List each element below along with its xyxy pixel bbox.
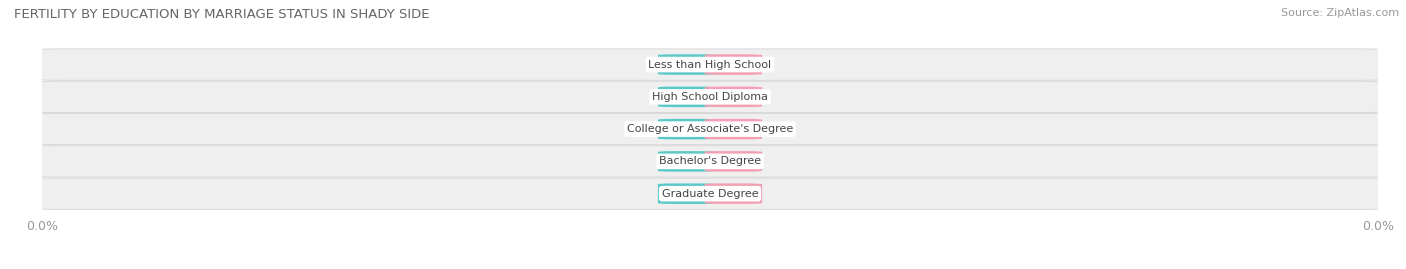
Text: College or Associate's Degree: College or Associate's Degree <box>627 124 793 134</box>
Text: 0.0%: 0.0% <box>672 156 702 167</box>
FancyBboxPatch shape <box>658 151 716 172</box>
FancyBboxPatch shape <box>704 151 762 172</box>
FancyBboxPatch shape <box>658 183 716 204</box>
FancyBboxPatch shape <box>704 54 762 75</box>
Text: Source: ZipAtlas.com: Source: ZipAtlas.com <box>1281 8 1399 18</box>
Text: FERTILITY BY EDUCATION BY MARRIAGE STATUS IN SHADY SIDE: FERTILITY BY EDUCATION BY MARRIAGE STATU… <box>14 8 430 21</box>
Text: 0.0%: 0.0% <box>672 59 702 70</box>
FancyBboxPatch shape <box>658 119 716 139</box>
FancyBboxPatch shape <box>32 178 1388 209</box>
FancyBboxPatch shape <box>32 49 1388 80</box>
Text: 0.0%: 0.0% <box>718 124 748 134</box>
Text: 0.0%: 0.0% <box>672 124 702 134</box>
FancyBboxPatch shape <box>658 87 716 107</box>
Text: Graduate Degree: Graduate Degree <box>662 189 758 199</box>
Text: Less than High School: Less than High School <box>648 59 772 70</box>
FancyBboxPatch shape <box>658 54 716 75</box>
FancyBboxPatch shape <box>32 81 1388 112</box>
FancyBboxPatch shape <box>704 119 762 139</box>
Text: High School Diploma: High School Diploma <box>652 92 768 102</box>
Text: Bachelor's Degree: Bachelor's Degree <box>659 156 761 167</box>
Text: 0.0%: 0.0% <box>718 189 748 199</box>
Legend: Married, Unmarried: Married, Unmarried <box>620 264 800 269</box>
Text: 0.0%: 0.0% <box>718 156 748 167</box>
Text: 0.0%: 0.0% <box>672 92 702 102</box>
FancyBboxPatch shape <box>32 114 1388 145</box>
FancyBboxPatch shape <box>32 146 1388 177</box>
FancyBboxPatch shape <box>704 87 762 107</box>
Text: 0.0%: 0.0% <box>672 189 702 199</box>
FancyBboxPatch shape <box>704 183 762 204</box>
Text: 0.0%: 0.0% <box>718 92 748 102</box>
Text: 0.0%: 0.0% <box>718 59 748 70</box>
